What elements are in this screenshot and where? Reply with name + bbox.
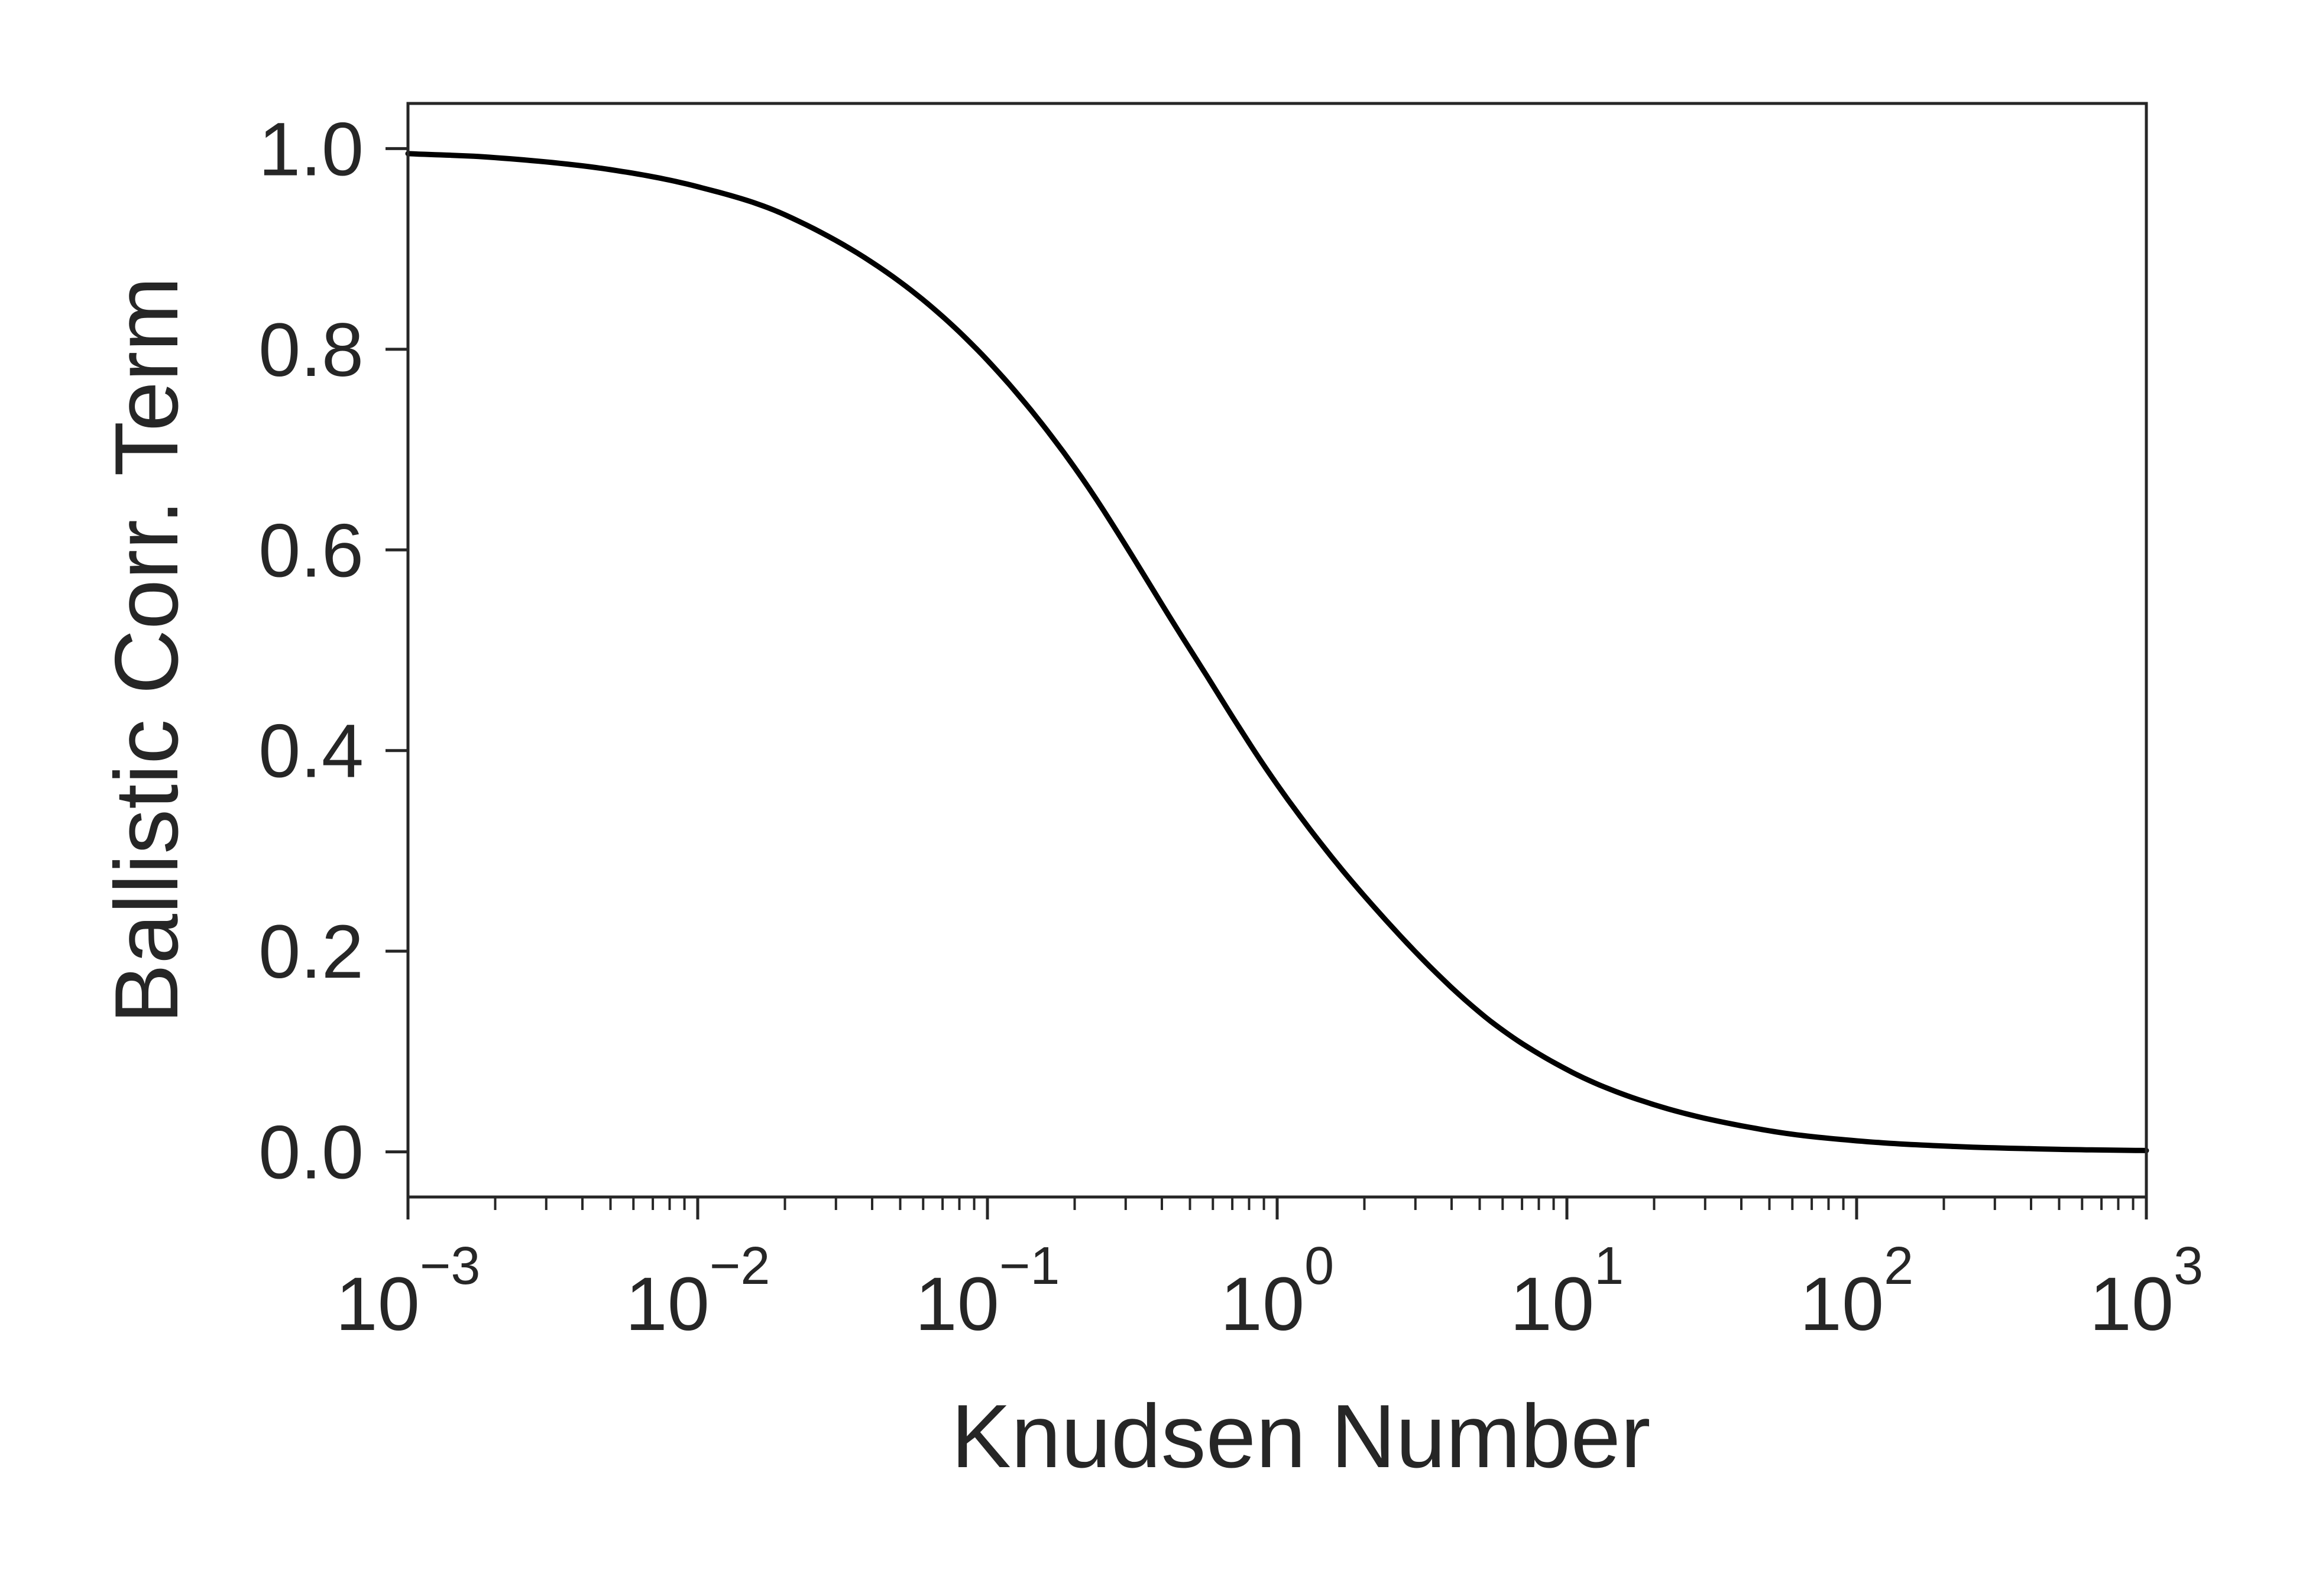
x-tick-label: 10−3 xyxy=(336,1237,481,1347)
y-tick-labels: 0.0 0.2 0.4 0.6 0.8 1.0 xyxy=(258,107,364,1195)
x-tick-base: 10 xyxy=(915,1262,999,1347)
y-axis-title: Ballistic Corr. Term xyxy=(96,277,197,1024)
x-tick-base: 10 xyxy=(1800,1262,1884,1347)
x-tick-exponent: 1 xyxy=(1594,1237,1624,1296)
y-tick-label: 0.2 xyxy=(258,910,364,994)
x-tick-base: 10 xyxy=(2090,1262,2174,1347)
x-tick-exponent: 0 xyxy=(1304,1237,1334,1296)
x-tick-exponent: 2 xyxy=(1884,1237,1913,1296)
x-major-ticks xyxy=(406,1197,2148,1219)
x-axis-title: Knudsen Number xyxy=(951,1386,1651,1487)
y-tick-label: 0.8 xyxy=(258,308,364,392)
x-tick-exponent: −1 xyxy=(999,1237,1060,1296)
x-tick-base: 10 xyxy=(1510,1262,1594,1347)
x-tick-exponent: −2 xyxy=(710,1237,770,1296)
y-tick-label: 1.0 xyxy=(258,107,364,192)
x-tick-label: 10−2 xyxy=(626,1237,770,1347)
x-tick-base: 10 xyxy=(336,1262,420,1347)
x-tick-label: 103 xyxy=(2090,1237,2203,1347)
x-tick-labels: 10−3 10−2 10−1 100 101 102 103 xyxy=(336,1237,2204,1347)
x-tick-label: 101 xyxy=(1510,1237,1624,1347)
plot-area xyxy=(408,103,2146,1197)
x-tick-base: 10 xyxy=(1220,1262,1304,1347)
y-ticks xyxy=(386,147,408,1154)
data-line xyxy=(405,151,2149,1153)
y-tick-label: 0.4 xyxy=(258,709,364,794)
x-tick-exponent: −3 xyxy=(420,1237,481,1296)
y-tick-label: 0.6 xyxy=(258,508,364,593)
x-tick-label: 10−1 xyxy=(915,1237,1060,1347)
plot-frame xyxy=(406,102,2148,1199)
x-tick-label: 102 xyxy=(1800,1237,1913,1347)
x-minor-ticks xyxy=(494,1197,2135,1210)
x-tick-label: 100 xyxy=(1220,1237,1334,1347)
x-tick-base: 10 xyxy=(626,1262,710,1347)
x-tick-exponent: 3 xyxy=(2174,1237,2203,1296)
y-tick-label: 0.0 xyxy=(258,1111,364,1195)
